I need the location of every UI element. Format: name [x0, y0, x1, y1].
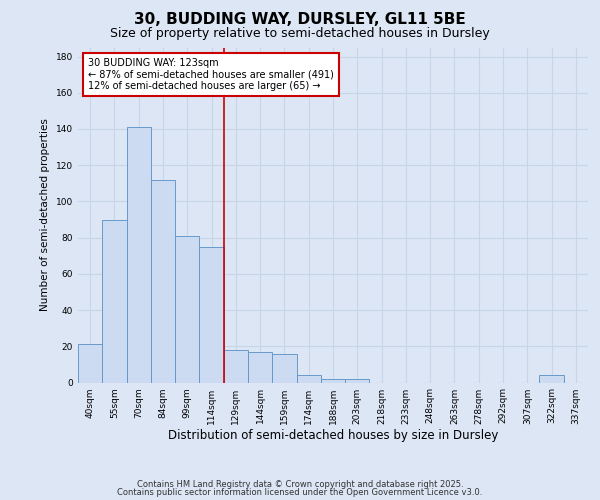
Bar [224, 350, 248, 382]
Bar [321, 379, 345, 382]
Bar [151, 180, 175, 382]
Text: Contains public sector information licensed under the Open Government Licence v3: Contains public sector information licen… [118, 488, 482, 497]
Y-axis label: Number of semi-detached properties: Number of semi-detached properties [40, 118, 50, 312]
Bar [539, 376, 564, 382]
Bar [175, 236, 199, 382]
Bar [248, 352, 272, 382]
Bar [272, 354, 296, 382]
Bar [345, 379, 370, 382]
Text: Size of property relative to semi-detached houses in Dursley: Size of property relative to semi-detach… [110, 28, 490, 40]
Text: 30, BUDDING WAY, DURSLEY, GL11 5BE: 30, BUDDING WAY, DURSLEY, GL11 5BE [134, 12, 466, 28]
Text: 30 BUDDING WAY: 123sqm
← 87% of semi-detached houses are smaller (491)
12% of se: 30 BUDDING WAY: 123sqm ← 87% of semi-det… [88, 58, 334, 91]
Bar [296, 376, 321, 382]
X-axis label: Distribution of semi-detached houses by size in Dursley: Distribution of semi-detached houses by … [168, 430, 498, 442]
Bar [199, 246, 224, 382]
Text: Contains HM Land Registry data © Crown copyright and database right 2025.: Contains HM Land Registry data © Crown c… [137, 480, 463, 489]
Bar [78, 344, 102, 383]
Bar [102, 220, 127, 382]
Bar [127, 127, 151, 382]
